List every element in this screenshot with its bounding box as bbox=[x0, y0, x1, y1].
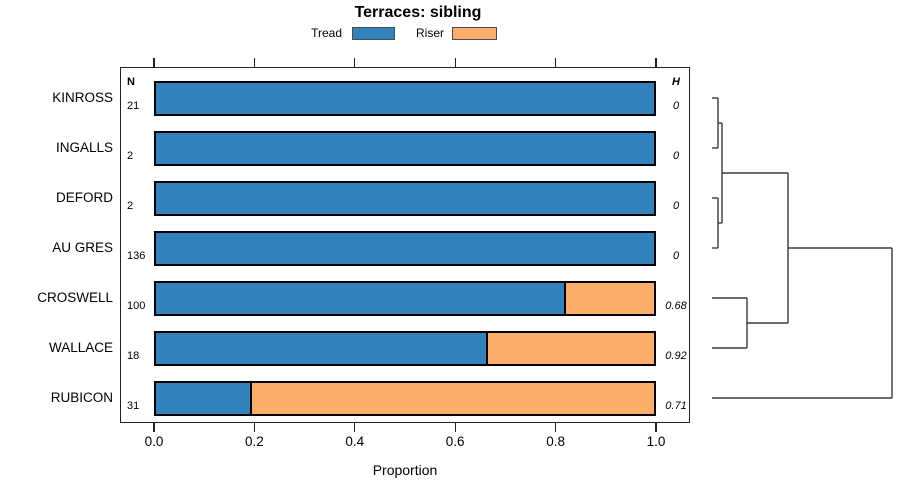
bar-segment-riser bbox=[563, 280, 656, 316]
category-label: KINROSS bbox=[52, 90, 113, 105]
category-label: RUBICON bbox=[50, 390, 113, 405]
plot-area bbox=[120, 67, 690, 423]
category-label: INGALLS bbox=[55, 140, 113, 155]
x-axis-tick-label: 0.4 bbox=[345, 434, 365, 449]
h-value: 0 bbox=[672, 250, 680, 262]
x-axis-tick-top bbox=[354, 58, 356, 67]
bar-row bbox=[154, 130, 656, 166]
category-label: WALLACE bbox=[48, 340, 113, 355]
x-axis-tick-top bbox=[153, 58, 155, 67]
legend-swatch-tread-icon bbox=[352, 27, 395, 40]
x-axis-label: Proportion bbox=[372, 462, 438, 478]
n-value: 136 bbox=[127, 250, 146, 262]
h-value: 0.68 bbox=[665, 300, 687, 312]
bar-segment-tread bbox=[154, 280, 566, 316]
n-value: 21 bbox=[127, 100, 140, 112]
n-value: 2 bbox=[127, 200, 134, 212]
x-axis-tick bbox=[655, 423, 657, 432]
n-column-header: N bbox=[127, 76, 135, 88]
h-value: 0 bbox=[672, 150, 680, 162]
n-value: 100 bbox=[127, 300, 146, 312]
bar-segment-riser bbox=[485, 330, 656, 366]
x-axis-tick-label: 0.8 bbox=[546, 434, 565, 449]
bar-segment-tread bbox=[154, 180, 656, 216]
n-value: 18 bbox=[127, 350, 140, 362]
bar-row bbox=[154, 330, 656, 366]
x-axis-tick bbox=[354, 423, 356, 432]
h-value: 0.71 bbox=[665, 400, 687, 412]
x-axis-tick bbox=[555, 423, 557, 432]
h-value: 0 bbox=[672, 200, 680, 212]
bar-row bbox=[154, 280, 656, 316]
x-axis-tick-label: 0.6 bbox=[445, 434, 465, 449]
bar-segment-riser bbox=[249, 380, 656, 416]
x-axis-tick bbox=[253, 423, 256, 432]
x-axis-tick-top bbox=[253, 58, 256, 67]
legend-label-tread: Tread bbox=[311, 26, 342, 40]
category-label: CROSWELL bbox=[37, 290, 113, 305]
bar-segment-tread bbox=[154, 330, 488, 366]
bar-row bbox=[154, 380, 656, 416]
x-axis-tick bbox=[454, 423, 456, 432]
h-value: 0 bbox=[672, 100, 680, 112]
bar-row bbox=[154, 80, 656, 116]
bar-row bbox=[154, 180, 656, 216]
bar-segment-tread bbox=[154, 230, 656, 266]
x-axis-tick-label: 0.2 bbox=[245, 434, 264, 449]
bar-segment-tread bbox=[154, 80, 656, 116]
n-value: 31 bbox=[127, 400, 140, 412]
x-axis-tick-label: 1.0 bbox=[646, 434, 666, 449]
x-axis-tick-top bbox=[454, 58, 456, 67]
category-label: DEFORD bbox=[56, 190, 113, 205]
x-axis-tick bbox=[153, 423, 155, 432]
h-value: 0.92 bbox=[665, 350, 687, 362]
x-axis-tick-label: 0.0 bbox=[144, 434, 164, 449]
chart-title: Terraces: sibling bbox=[354, 4, 482, 21]
bar-row bbox=[154, 230, 656, 266]
x-axis-tick-top bbox=[655, 58, 657, 67]
bar-segment-tread bbox=[154, 130, 656, 166]
n-value: 2 bbox=[127, 150, 134, 162]
legend-swatch-riser-icon bbox=[452, 27, 497, 40]
h-column-header: H bbox=[672, 76, 680, 88]
x-axis-tick-top bbox=[555, 58, 557, 67]
category-label: AU GRES bbox=[52, 240, 113, 255]
bar-segment-tread bbox=[154, 380, 252, 416]
legend-label-riser: Riser bbox=[415, 26, 444, 40]
